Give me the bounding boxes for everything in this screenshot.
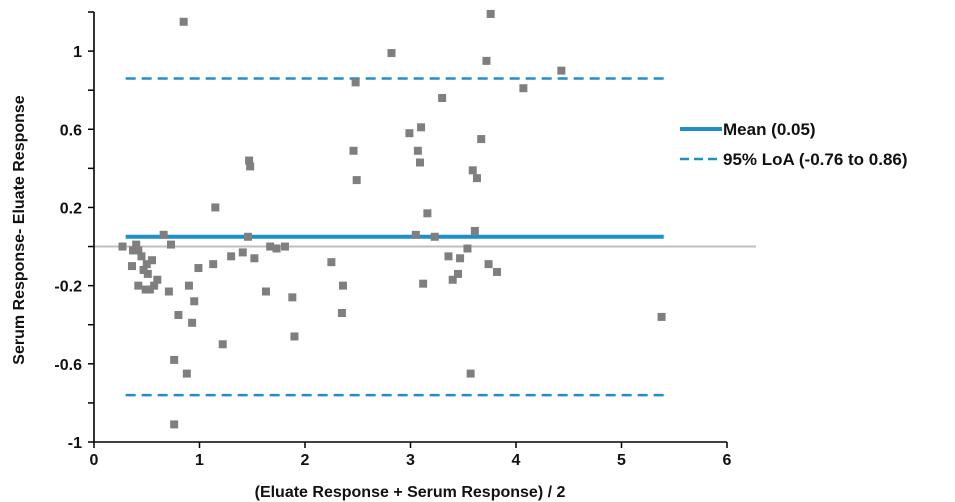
- axis-ticks: 0 1 2 3 4 5 6 1 0.6 0.2 -0.2 -0.6 -1: [54, 11, 732, 469]
- data-point: [245, 156, 254, 165]
- x-tick-label: 4: [512, 452, 521, 469]
- data-point: [415, 158, 424, 167]
- data-point: [148, 256, 157, 265]
- y-tick-label: 1: [73, 44, 82, 61]
- data-point: [280, 242, 289, 251]
- data-point: [484, 260, 493, 269]
- legend-mean-label: Mean (0.05): [723, 120, 816, 139]
- data-point: [179, 17, 188, 26]
- data-point: [170, 355, 179, 364]
- data-point: [272, 244, 281, 253]
- data-point: [444, 252, 453, 261]
- data-point: [194, 264, 203, 273]
- x-axis-title: (Eluate Response + Serum Response) / 2: [255, 484, 566, 501]
- data-point: [211, 203, 220, 212]
- data-point: [209, 260, 218, 269]
- data-point: [470, 226, 479, 235]
- data-point: [430, 232, 439, 241]
- data-point: [261, 287, 270, 296]
- y-axis-title: Serum Response- Eluate Response: [11, 95, 28, 365]
- data-point: [288, 293, 297, 302]
- data-point: [174, 310, 183, 319]
- y-tick-label: -1: [68, 435, 82, 452]
- x-tick-label: 5: [617, 452, 626, 469]
- data-point: [657, 312, 666, 321]
- data-point: [227, 252, 236, 261]
- data-point: [472, 174, 481, 183]
- data-point: [170, 420, 179, 429]
- x-tick-label: 3: [406, 452, 415, 469]
- data-point: [387, 49, 396, 58]
- y-tick-label: 0.2: [60, 200, 82, 217]
- data-point: [167, 240, 176, 249]
- data-point: [405, 129, 414, 138]
- data-point: [184, 281, 193, 290]
- data-point: [351, 78, 360, 87]
- reference-lines: [94, 77, 756, 397]
- data-point: [137, 252, 146, 261]
- data-point: [244, 232, 253, 241]
- x-tick-label: 6: [723, 452, 732, 469]
- y-tick-label: 0.6: [60, 122, 82, 139]
- data-point: [129, 246, 138, 255]
- data-point: [486, 9, 495, 18]
- data-point: [164, 287, 173, 296]
- data-point: [482, 56, 491, 65]
- data-point: [423, 209, 432, 218]
- x-tick-label: 0: [90, 452, 99, 469]
- data-point: [419, 279, 428, 288]
- data-point: [327, 258, 336, 267]
- data-point: [145, 285, 154, 294]
- data-point: [456, 254, 465, 263]
- data-point: [159, 230, 168, 239]
- x-tick-label: 2: [301, 452, 310, 469]
- data-point: [413, 146, 422, 155]
- data-point: [519, 84, 528, 93]
- x-tick-label: 1: [195, 452, 204, 469]
- data-point: [143, 269, 152, 278]
- data-point: [188, 318, 197, 327]
- data-point: [477, 135, 486, 144]
- data-point: [463, 244, 472, 253]
- data-point: [238, 248, 247, 257]
- data-point: [250, 254, 259, 263]
- data-point: [266, 242, 275, 251]
- y-tick-label: -0.2: [54, 279, 82, 296]
- legend-loa-label: 95% LoA (-0.76 to 0.86): [723, 150, 908, 169]
- legend: Mean (0.05) 95% LoA (-0.76 to 0.86): [680, 120, 908, 169]
- data-point: [118, 242, 127, 251]
- data-point: [190, 297, 199, 306]
- data-point: [139, 266, 148, 274]
- data-point: [132, 240, 141, 249]
- data-points: [118, 9, 666, 429]
- data-point: [182, 369, 191, 378]
- data-point: [448, 275, 457, 284]
- data-point: [417, 123, 426, 132]
- data-point: [338, 281, 347, 290]
- data-point: [290, 332, 299, 341]
- data-point: [134, 246, 143, 255]
- data-point: [466, 369, 475, 378]
- data-point: [246, 162, 255, 171]
- data-point: [150, 281, 159, 290]
- data-point: [349, 146, 358, 155]
- data-point: [411, 230, 420, 239]
- data-point: [557, 66, 566, 75]
- data-point: [453, 269, 462, 278]
- data-point: [141, 285, 150, 294]
- data-point: [493, 267, 502, 276]
- data-point: [142, 260, 151, 269]
- data-point: [468, 166, 477, 175]
- data-point: [134, 281, 143, 290]
- data-point: [438, 94, 447, 102]
- data-point: [218, 340, 227, 349]
- data-point: [127, 262, 136, 271]
- data-point: [337, 309, 346, 317]
- data-point: [352, 176, 361, 185]
- y-tick-label: -0.6: [54, 357, 82, 374]
- data-point: [153, 275, 162, 284]
